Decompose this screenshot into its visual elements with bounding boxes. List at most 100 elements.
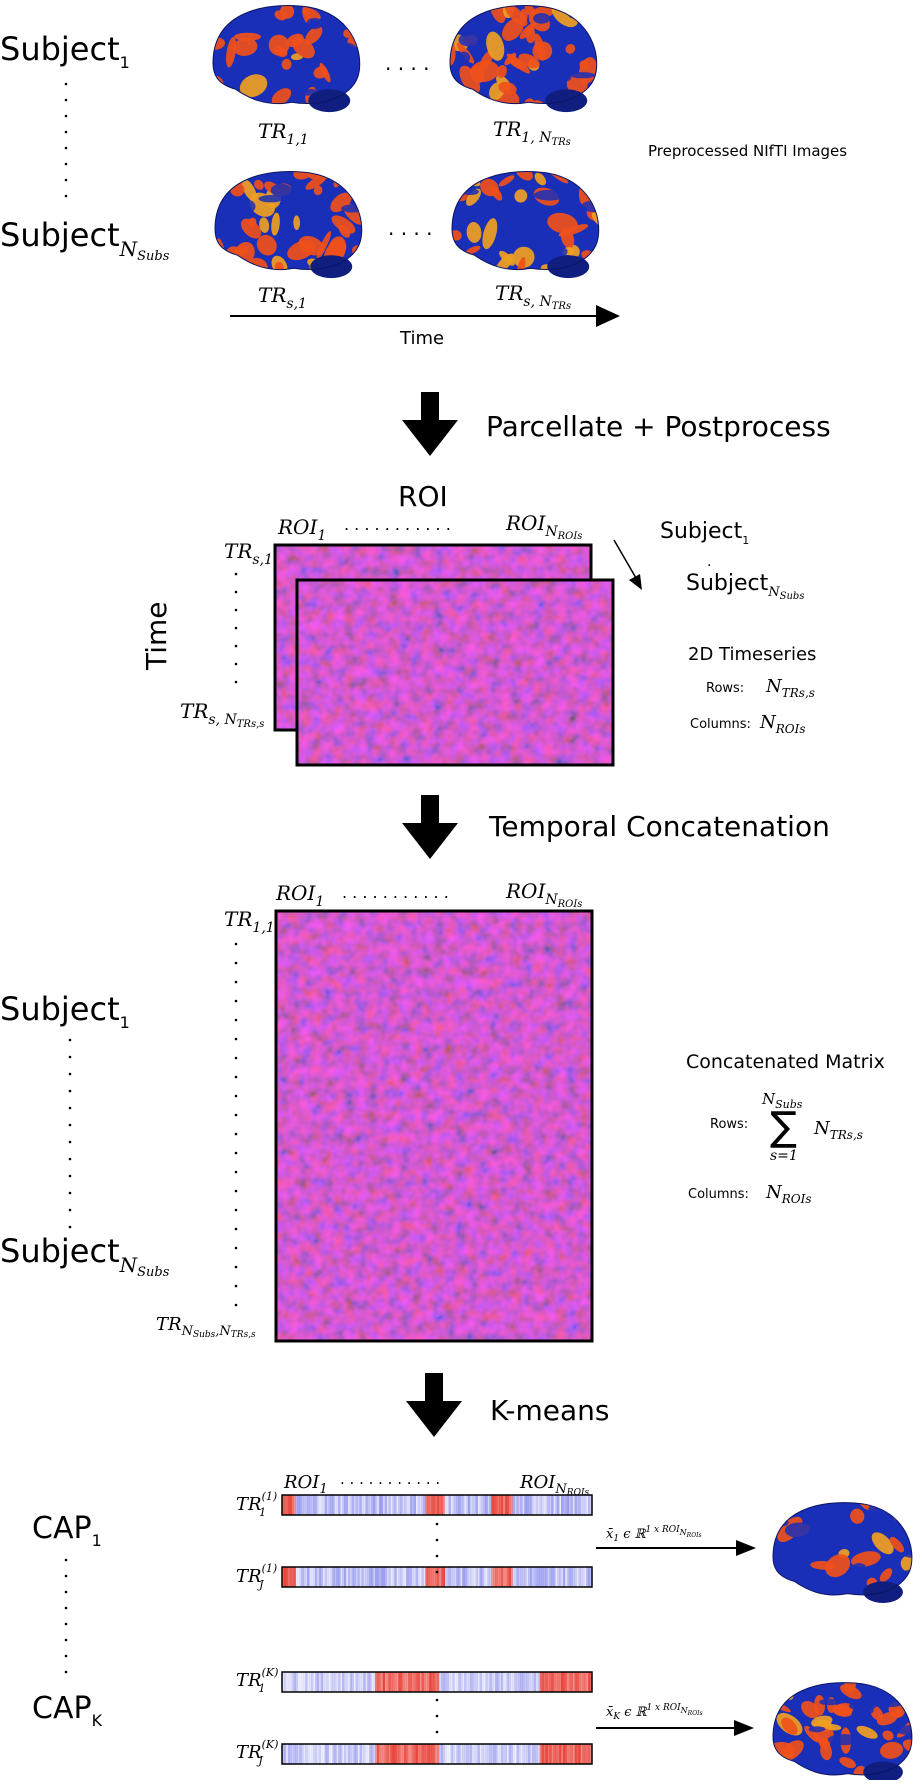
brain-outline (214, 171, 363, 270)
bar-stripe (551, 1672, 554, 1692)
bar-stripe (512, 1672, 515, 1692)
bar-stripe (537, 1567, 540, 1587)
brain-fold (270, 183, 293, 197)
bar-stripe (282, 1744, 285, 1764)
bar-stripe (520, 1567, 523, 1587)
bar-stripe (409, 1672, 413, 1692)
bar-stripe (570, 1744, 573, 1764)
bar-stripe (450, 1672, 453, 1692)
brain-subjectn-trn (451, 171, 600, 279)
cm-tr-last-label: TRNSubs,NTRs,s (156, 1314, 256, 1340)
bar-stripe (351, 1567, 354, 1587)
bar-stripe (566, 1672, 570, 1692)
bar-stripe (332, 1744, 335, 1764)
bar-stripe (291, 1744, 294, 1764)
bar-stripe (402, 1495, 405, 1515)
dot (64, 1622, 68, 1626)
bar-stripe (344, 1672, 347, 1692)
brain-fold (233, 198, 256, 215)
dot (64, 1670, 68, 1674)
activation-blob (226, 36, 237, 68)
activation-blob (469, 60, 500, 83)
activation-blob (271, 88, 292, 104)
dot (68, 1157, 72, 1161)
bar-border (281, 1494, 593, 1516)
bar-stripe (369, 1495, 372, 1515)
bar-stripe (526, 1567, 529, 1587)
bar-stripe (555, 1672, 558, 1692)
bar-stripe (539, 1567, 542, 1587)
dot (64, 146, 68, 150)
bar-stripe (380, 1672, 384, 1692)
bar-stripe (588, 1672, 591, 1692)
bar-stripe (448, 1495, 451, 1515)
activation-blob (566, 73, 588, 95)
bar-stripe (413, 1672, 416, 1692)
bar-stripe (578, 1672, 581, 1692)
bar-stripe (446, 1495, 449, 1515)
bar-stripe (549, 1744, 552, 1764)
bar-stripe (471, 1672, 475, 1692)
bar-stripe (502, 1672, 506, 1692)
bar-stripe (433, 1495, 436, 1515)
bar-stripe (590, 1672, 593, 1692)
activation-blob (879, 1568, 893, 1582)
dot (435, 1698, 439, 1702)
bar-stripe (375, 1495, 378, 1515)
bar-stripe (371, 1672, 374, 1692)
dot (68, 1191, 72, 1195)
bar-stripe (537, 1672, 540, 1692)
bar-stripe (580, 1672, 583, 1692)
bar-stripe (574, 1672, 577, 1692)
bar-stripe (448, 1672, 451, 1692)
bar-stripe (471, 1744, 475, 1764)
dot (234, 1056, 238, 1060)
bar-stripe (330, 1495, 333, 1515)
activation-blob (519, 22, 537, 39)
bar-stripe (419, 1672, 422, 1692)
bar-stripe (357, 1567, 360, 1587)
bar-stripe (444, 1744, 447, 1764)
activation-blob (518, 53, 540, 69)
cm-tr-1-1-label: TR1,1 (224, 907, 275, 936)
bar-stripe (409, 1567, 413, 1587)
bar-stripe (553, 1672, 556, 1692)
brain-fold (334, 42, 357, 56)
bar-stripe (400, 1567, 403, 1587)
bar-stripe (545, 1567, 548, 1587)
bar-stripe (497, 1672, 500, 1692)
bar-stripe (313, 1672, 316, 1692)
bar-stripe (440, 1744, 444, 1764)
bar-stripe (359, 1744, 362, 1764)
brain-fold (533, 13, 551, 24)
dot (234, 1227, 238, 1231)
bar-stripe (382, 1567, 385, 1587)
bar-stripe (340, 1672, 343, 1692)
bar-stripe (502, 1744, 506, 1764)
bar-stripe (468, 1744, 471, 1764)
activation-blob (853, 1765, 867, 1775)
ts-rows-value: NTRs,s (765, 676, 815, 700)
bar-stripe (324, 1672, 327, 1692)
bar-stripe (320, 1672, 323, 1692)
bar-stripe (305, 1744, 308, 1764)
bar-stripe (332, 1495, 335, 1515)
dot (234, 942, 238, 946)
activation-blob (515, 171, 533, 181)
bar-stripe (586, 1495, 589, 1515)
bar-stripe (295, 1567, 298, 1587)
bar-stripe (549, 1672, 552, 1692)
activation-blob (523, 98, 535, 104)
bar-stripe (287, 1744, 291, 1764)
bar-stripe (423, 1672, 426, 1692)
activation-blob (565, 43, 576, 54)
bar-stripe (338, 1744, 341, 1764)
activation-blob (499, 250, 515, 266)
bar-stripe (440, 1495, 444, 1515)
bar-stripe (530, 1672, 533, 1692)
bar-stripe (446, 1567, 449, 1587)
bar-stripe (411, 1672, 415, 1692)
bar-stripe (530, 1495, 533, 1515)
dot (64, 178, 68, 182)
bar-stripe (506, 1672, 509, 1692)
